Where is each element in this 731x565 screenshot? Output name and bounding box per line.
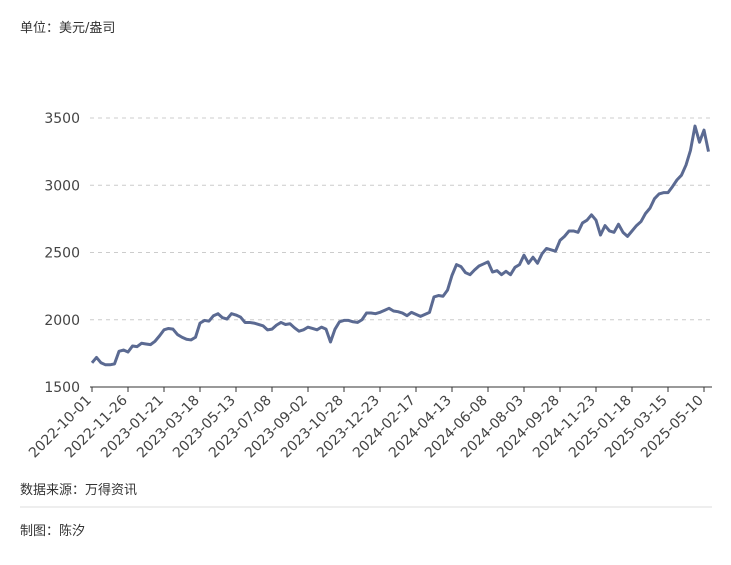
y-tick-label: 1500 (44, 380, 80, 396)
price-line (90, 124, 710, 367)
y-tick-label: 3000 (44, 178, 80, 194)
source-note: 数据来源：万得资讯 (20, 482, 137, 498)
y-tick-label: 3500 (44, 111, 80, 127)
y-tick-label: 2500 (44, 246, 80, 262)
unit-label: 单位：美元/盎司 (20, 21, 115, 36)
credit-note: 制图：陈汐 (20, 523, 85, 539)
y-tick-label: 2000 (44, 313, 80, 329)
